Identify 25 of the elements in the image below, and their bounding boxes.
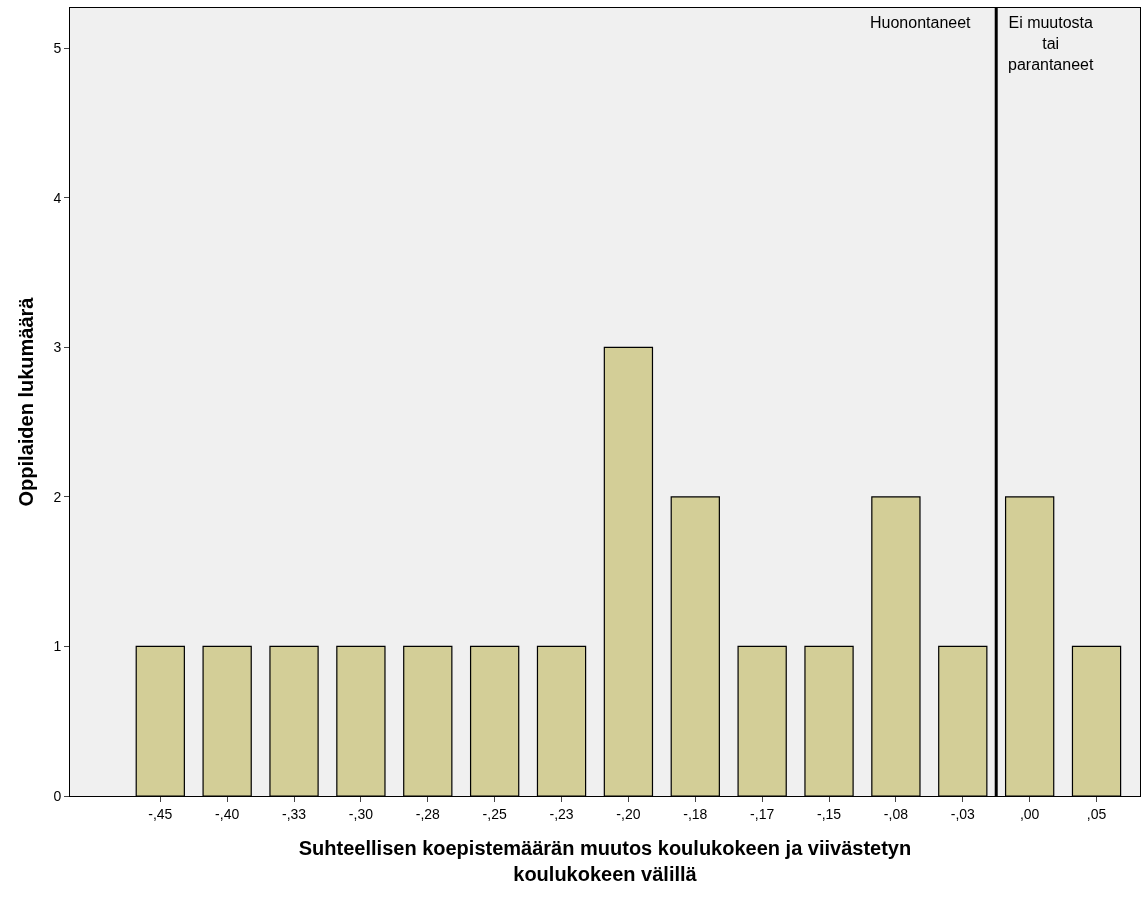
x-tick-label: -,33 (281, 805, 307, 822)
y-tick-label: 5 (53, 40, 62, 57)
annotation: Huonontaneet (870, 14, 972, 31)
y-tick-label: 1 (53, 638, 62, 655)
x-tick-label: -,20 (616, 805, 641, 822)
x-tick-label: -,18 (683, 805, 708, 822)
x-tick-label: -,23 (549, 805, 574, 822)
x-tick-label: ,05 (1086, 805, 1107, 822)
y-tick-label: 0 (53, 787, 62, 804)
x-tick-label: -,15 (816, 805, 842, 822)
y-axis-title: Oppilaiden lukumäärä (14, 296, 37, 507)
y-tick-label: 3 (53, 339, 62, 356)
x-tick-label: -,30 (348, 805, 374, 822)
x-tick-label: -,40 (215, 805, 240, 822)
x-tick-label: -,17 (750, 805, 775, 822)
x-tick-label: -,03 (950, 805, 976, 822)
x-tick-label: -,28 (415, 805, 441, 822)
x-tick-label: -,08 (883, 805, 909, 822)
x-tick-label: -,45 (148, 805, 173, 822)
annotation: Ei muutosta tai parantaneet (1008, 14, 1094, 73)
x-axis-title: Suhteellisen koepistemäärän muutos koulukokeen ja viivästetyn koulukokeen välillä (298, 837, 912, 886)
x-tick-label: ,00 (1019, 805, 1040, 822)
y-tick-label: 4 (53, 189, 62, 206)
x-tick-label: -,25 (482, 805, 507, 822)
y-tick-label: 2 (53, 488, 62, 505)
